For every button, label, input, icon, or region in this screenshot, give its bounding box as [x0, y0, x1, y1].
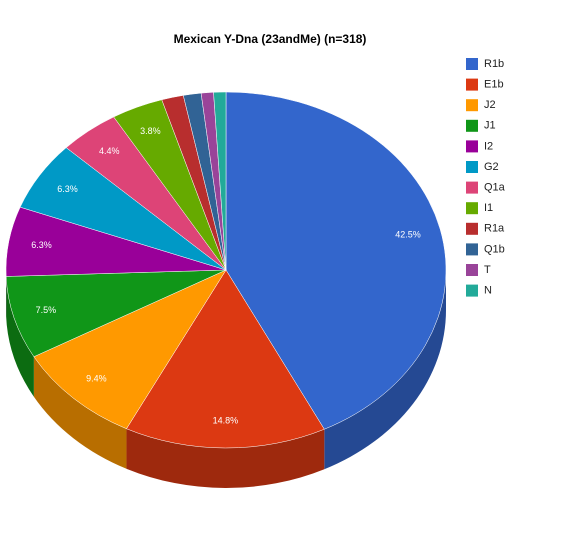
legend-label: Q1a — [484, 182, 506, 194]
legend-label: T — [484, 264, 491, 276]
legend-swatch — [466, 140, 478, 153]
legend-swatch — [466, 284, 478, 297]
legend-swatch — [466, 161, 478, 173]
value-label: 14.8% — [213, 416, 239, 426]
legend-swatch — [466, 222, 478, 235]
value-label: 7.5% — [36, 305, 57, 315]
slice — [5, 269, 227, 358]
value-label: 9.4% — [86, 373, 107, 383]
slice — [126, 269, 325, 449]
legend-swatch — [466, 264, 478, 276]
value-label: 42.5% — [395, 230, 421, 240]
legend-swatch — [466, 58, 478, 70]
legend-label: I1 — [484, 202, 493, 214]
slice-side — [6, 276, 34, 397]
value-label: 6.3% — [57, 184, 78, 194]
slice-side — [33, 356, 127, 469]
legend-label: I2 — [484, 140, 493, 152]
value-label: 6.3% — [31, 240, 52, 250]
legend-label: E1b — [484, 79, 504, 91]
legend-swatch — [466, 202, 478, 215]
legend-label: G2 — [484, 161, 499, 173]
value-label: 4.4% — [99, 146, 120, 156]
legend-label: Q1b — [484, 243, 505, 255]
legend-label: R1a — [484, 223, 505, 235]
legend-label: R1b — [484, 58, 504, 70]
legend-swatch — [466, 78, 478, 91]
chart-title: Mexican Y-Dna (23andMe) (n=318) — [174, 32, 367, 46]
legend-swatch — [466, 99, 478, 112]
legend-label: N — [484, 285, 492, 297]
slice — [213, 91, 227, 271]
legend-swatch — [466, 181, 478, 194]
legend-swatch — [466, 243, 478, 256]
value-label: 3.8% — [140, 126, 161, 136]
slice — [225, 91, 447, 430]
legend-label: J2 — [484, 99, 496, 111]
legend-label: J1 — [484, 120, 496, 132]
slice — [33, 269, 227, 430]
legend-swatch — [466, 119, 478, 132]
slice-side — [324, 270, 446, 470]
